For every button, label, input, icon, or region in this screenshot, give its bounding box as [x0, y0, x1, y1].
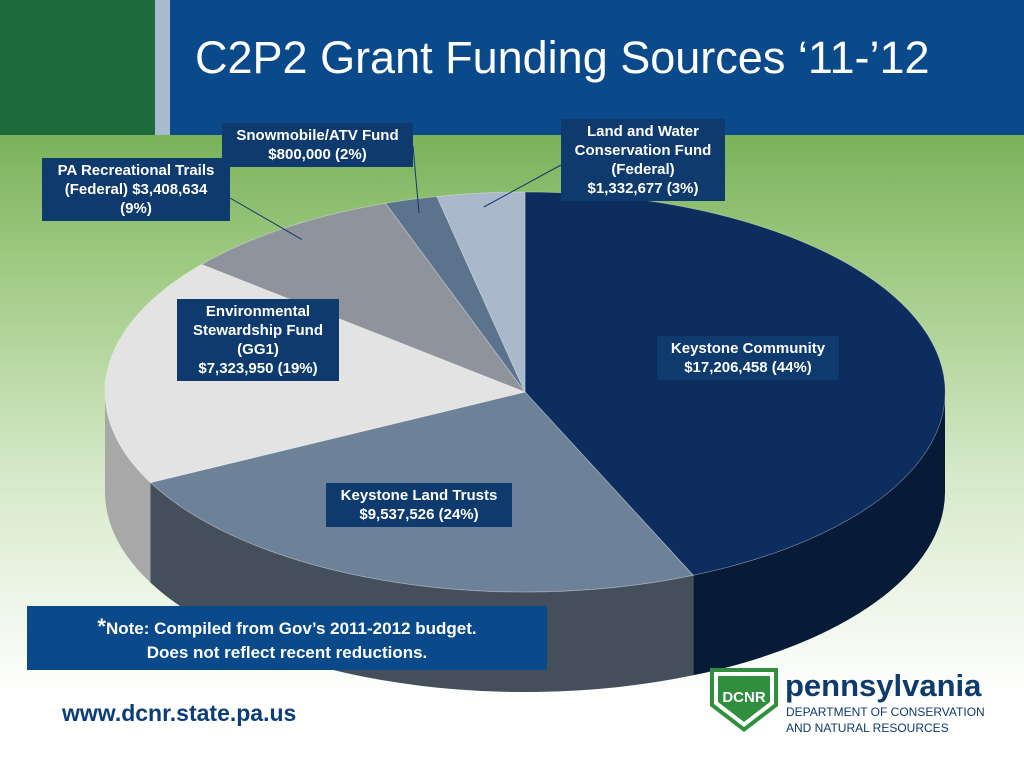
- slice-label-line: $1,332,677 (3%): [587, 180, 699, 197]
- slice-label-land-water-conservation: Land and Water Conservation Fund (Federal)…: [561, 119, 725, 201]
- logo-department-name: DEPARTMENT OF CONSERVATION AND NATURAL R…: [786, 704, 985, 736]
- budget-note: *Note: Compiled from Gov’s 2011-2012 bud…: [27, 606, 547, 670]
- header-divider: [155, 0, 170, 135]
- slice-label-line: $7,323,950 (19%): [198, 360, 318, 377]
- slice-label-line: (9%): [120, 200, 152, 217]
- pie-slice-pa-recreational-trails-federal: [200, 202, 527, 393]
- leader-line-pa-recreational-trails-federal: [229, 197, 302, 240]
- note-asterisk: *: [97, 614, 106, 639]
- logo-mark-text: DCNR: [722, 689, 765, 706]
- slice-label-line: Stewardship Fund: [192, 322, 323, 339]
- leader-line-land-and-water-conservation-fund-federal: [483, 164, 562, 208]
- slice-label-line: (Federal): [611, 161, 675, 178]
- pie-side-keystone-community: [693, 392, 946, 676]
- slice-label-line: $17,206,458 (44%): [684, 359, 812, 376]
- leader-line-snowmobile-atv-fund: [412, 145, 420, 214]
- pie-slice-keystone-community: [524, 191, 946, 576]
- dcnr-keystone-logo: DCNR: [710, 668, 778, 732]
- slice-label-line: Keystone Land Trusts: [340, 487, 498, 504]
- slice-label-line: PA Recreational Trails: [57, 162, 215, 179]
- slice-label-line: Environmental: [205, 303, 311, 320]
- logo-wordmark: pennsylvania: [785, 668, 982, 703]
- slide-title: C2P2 Grant Funding Sources ‘11-’12: [195, 32, 930, 83]
- slice-label-keystone-community: Keystone Community $17,206,458 (44%): [657, 336, 839, 380]
- website-url[interactable]: www.dcnr.state.pa.us: [62, 700, 297, 726]
- pie-slice-land-and-water-conservation-fund-federal: [436, 191, 526, 393]
- header-green-block: [0, 0, 155, 135]
- slice-label-keystone-land-trusts: Keystone Land Trusts $9,537,526 (24%): [326, 483, 512, 527]
- note-line-1: Note: Compiled from Gov’s 2011-2012 budg…: [105, 619, 477, 638]
- slice-label-line: Conservation Fund: [574, 142, 712, 159]
- slice-label-line: (Federal) $3,408,634: [64, 181, 208, 198]
- slice-label-line: $800,000 (2%): [268, 146, 367, 163]
- logo-line-2: AND NATURAL RESOURCES: [786, 721, 949, 735]
- slice-label-snowmobile-atv: Snowmobile/ATV Fund $800,000 (2%): [222, 123, 413, 167]
- slice-label-line: Snowmobile/ATV Fund: [236, 127, 399, 144]
- pie-slice-snowmobile-atv-fund: [384, 196, 526, 393]
- slice-label-line: Keystone Community: [670, 340, 826, 357]
- pie-side-environmental-stewardship-fund-gg1: [104, 392, 151, 583]
- note-line-2: Does not reflect recent reductions.: [146, 643, 428, 662]
- header-bar: [170, 0, 1024, 135]
- slice-label-line: (GG1): [237, 341, 279, 358]
- slice-label-environmental-stewardship: Environmental Stewardship Fund (GG1) $7,323…: [177, 299, 339, 381]
- slice-label-line: $9,537,526 (24%): [359, 506, 479, 523]
- slice-label-pa-recreational-trails: PA Recreational Trails (Federal) $3,408,6…: [42, 158, 230, 221]
- slice-label-line: Land and Water: [587, 123, 699, 140]
- logo-line-1: DEPARTMENT OF CONSERVATION: [786, 705, 985, 719]
